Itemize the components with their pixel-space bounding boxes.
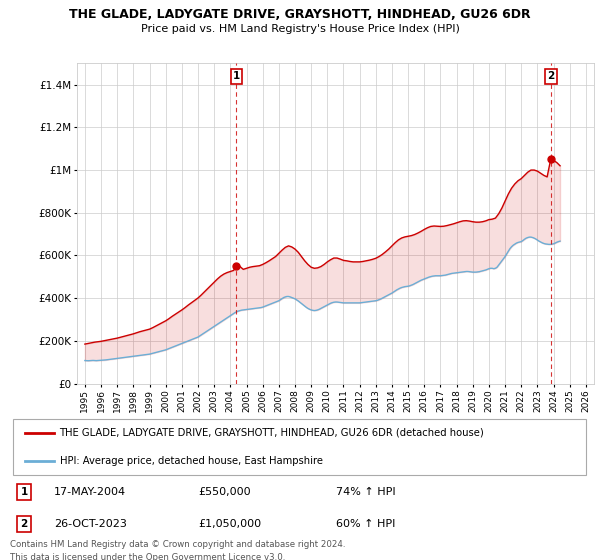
Text: £550,000: £550,000	[198, 487, 251, 497]
Text: 1: 1	[233, 71, 240, 81]
Text: 1: 1	[20, 487, 28, 497]
Text: £1,050,000: £1,050,000	[198, 519, 261, 529]
Text: 60% ↑ HPI: 60% ↑ HPI	[336, 519, 395, 529]
Text: 74% ↑ HPI: 74% ↑ HPI	[336, 487, 395, 497]
Text: THE GLADE, LADYGATE DRIVE, GRAYSHOTT, HINDHEAD, GU26 6DR (detached house): THE GLADE, LADYGATE DRIVE, GRAYSHOTT, HI…	[59, 428, 484, 438]
Text: This data is licensed under the Open Government Licence v3.0.: This data is licensed under the Open Gov…	[10, 553, 286, 560]
Text: 2: 2	[547, 71, 554, 81]
Text: THE GLADE, LADYGATE DRIVE, GRAYSHOTT, HINDHEAD, GU26 6DR: THE GLADE, LADYGATE DRIVE, GRAYSHOTT, HI…	[69, 8, 531, 21]
Text: Contains HM Land Registry data © Crown copyright and database right 2024.: Contains HM Land Registry data © Crown c…	[10, 540, 346, 549]
Text: 26-OCT-2023: 26-OCT-2023	[54, 519, 127, 529]
Text: 17-MAY-2004: 17-MAY-2004	[54, 487, 126, 497]
Text: HPI: Average price, detached house, East Hampshire: HPI: Average price, detached house, East…	[59, 456, 323, 466]
Text: Price paid vs. HM Land Registry's House Price Index (HPI): Price paid vs. HM Land Registry's House …	[140, 24, 460, 34]
Text: 2: 2	[20, 519, 28, 529]
FancyBboxPatch shape	[13, 419, 586, 475]
